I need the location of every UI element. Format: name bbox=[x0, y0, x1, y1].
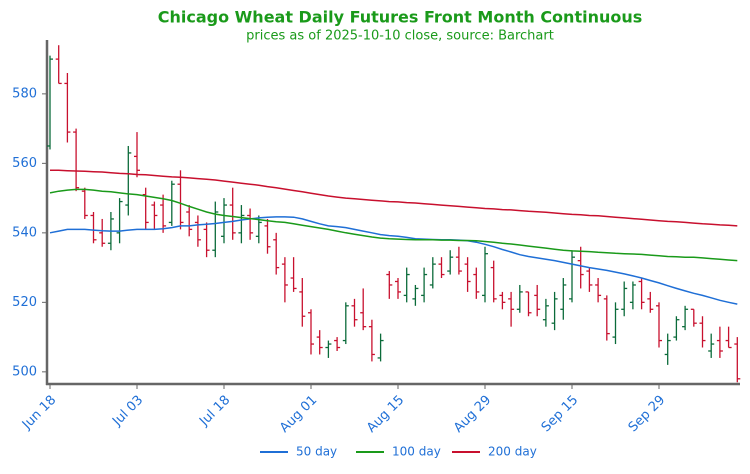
x-tick-label: Jul 03 bbox=[109, 393, 146, 430]
x-tick-label: Sep 15 bbox=[539, 393, 582, 436]
y-tick-label: 560 bbox=[12, 156, 37, 171]
legend-label: 100 day bbox=[392, 445, 441, 459]
y-tick-label: 580 bbox=[12, 86, 37, 101]
y-tick-label: 520 bbox=[12, 295, 37, 310]
x-tick-label: Jul 18 bbox=[196, 393, 233, 430]
moving-average-line bbox=[49, 188, 738, 262]
chart-subtitle: prices as of 2025-10-10 close, source: B… bbox=[246, 29, 554, 44]
x-tick-label: Aug 29 bbox=[451, 393, 494, 436]
legend-label: 200 day bbox=[488, 445, 537, 459]
x-tick-label: Jun 18 bbox=[19, 393, 59, 433]
x-tick-label: Aug 15 bbox=[364, 393, 407, 436]
chart-title: Chicago Wheat Daily Futures Front Month … bbox=[158, 8, 643, 27]
y-tick-label: 540 bbox=[12, 225, 37, 240]
x-tick-label: Aug 01 bbox=[277, 393, 320, 436]
moving-average-line bbox=[50, 169, 738, 227]
legend-label: 50 day bbox=[296, 445, 337, 459]
moving-average-line bbox=[49, 216, 738, 305]
x-tick-label: Sep 29 bbox=[626, 393, 669, 436]
y-tick-label: 500 bbox=[12, 364, 37, 379]
